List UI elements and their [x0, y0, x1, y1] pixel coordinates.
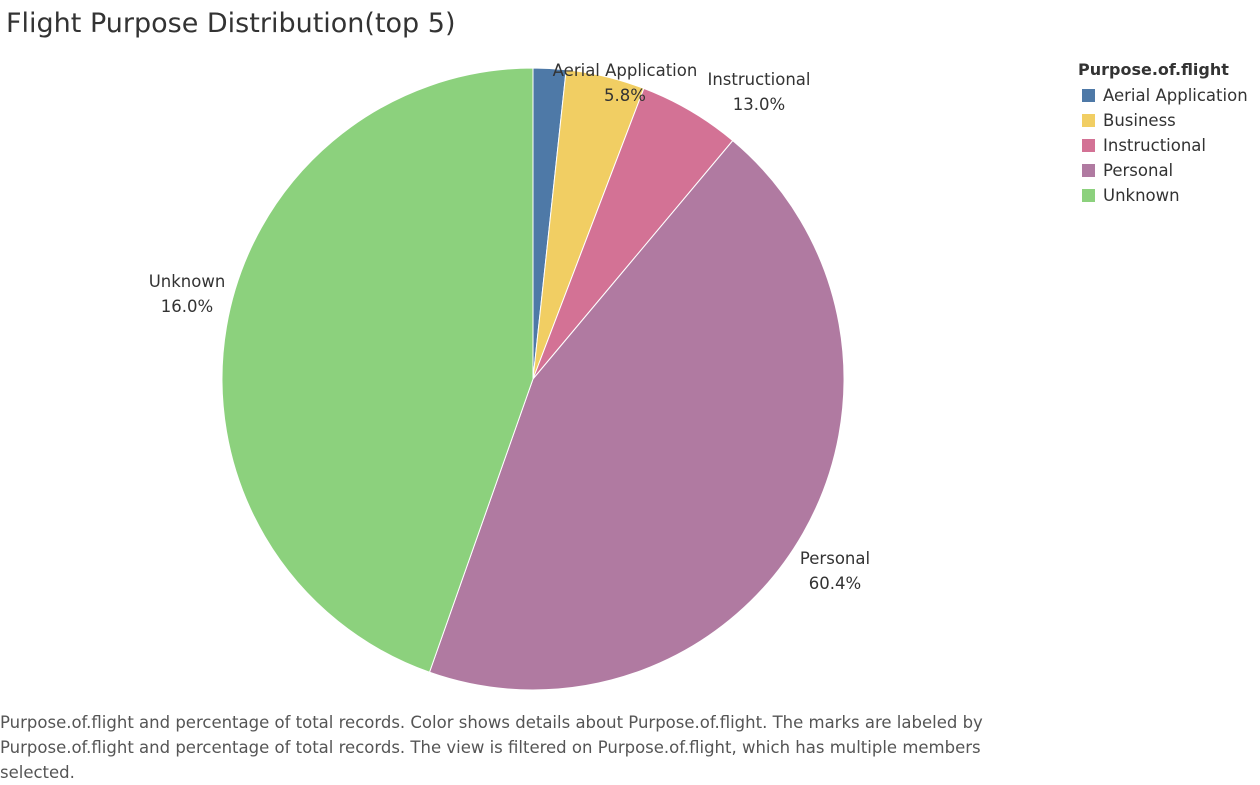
legend-swatch [1082, 164, 1095, 177]
chart-title: Flight Purpose Distribution(top 5) [6, 8, 456, 39]
legend: Purpose.of.flight Aerial Application Bus… [1078, 60, 1260, 208]
legend-swatch [1082, 189, 1095, 202]
legend-label: Instructional [1103, 136, 1207, 155]
legend-item-business[interactable]: Business [1078, 108, 1260, 133]
slice-label-instructional: Instructional [707, 70, 810, 89]
slice-percent-unknown: 16.0% [161, 297, 213, 316]
legend-label: Personal [1103, 161, 1174, 180]
pie-labels: Aerial Application 5.8% Instructional 13.0%… [149, 61, 870, 593]
slice-label-personal: Personal [800, 549, 870, 568]
chart-caption: Purpose.of.flight and percentage of tota… [0, 713, 983, 782]
legend-swatch [1082, 89, 1095, 102]
legend-label: Unknown [1103, 186, 1180, 205]
pie-slice-personal[interactable] [428, 139, 845, 691]
slice-percent-instructional: 13.0% [733, 95, 785, 114]
legend-title: Purpose.of.flight [1078, 60, 1229, 79]
legend-item-personal[interactable]: Personal [1078, 158, 1260, 183]
legend-label: Aerial Application [1103, 86, 1248, 105]
legend-item-unknown[interactable]: Unknown [1078, 183, 1260, 208]
legend-item-aerial-application[interactable]: Aerial Application [1078, 83, 1260, 108]
legend-swatch [1082, 114, 1095, 127]
legend-item-instructional[interactable]: Instructional [1078, 133, 1260, 158]
slice-label-unknown: Unknown [149, 272, 226, 291]
legend-label: Business [1103, 111, 1176, 130]
slice-percent-personal: 60.4% [809, 574, 861, 593]
pie-slice-unknown[interactable] [221, 67, 534, 673]
pie-chart: Aerial Application 5.8% Instructional 13.0%… [149, 61, 870, 691]
legend-swatch [1082, 139, 1095, 152]
slice-percent-aerial-application: 5.8% [604, 86, 646, 105]
pie-slices [221, 67, 845, 691]
slice-label-aerial-application: Aerial Application [553, 61, 698, 80]
